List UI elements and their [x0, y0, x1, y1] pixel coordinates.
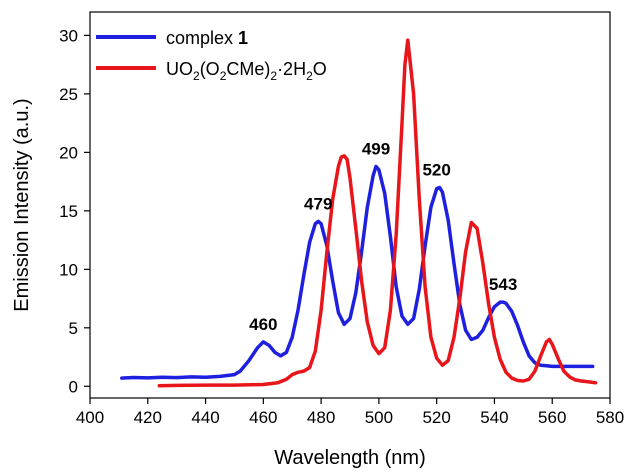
- y-axis-ticks: 0 5 10 15 20 25 30: [59, 26, 90, 396]
- y-tick-label: 25: [59, 85, 78, 104]
- peak-label: 479: [304, 194, 332, 213]
- y-tick-label: 5: [69, 319, 78, 338]
- plot-area: [89, 11, 611, 399]
- x-axis-title: Wavelength (nm): [274, 447, 426, 469]
- y-tick-label: 30: [59, 26, 78, 45]
- peak-label: 543: [489, 275, 517, 294]
- x-tick-label: 400: [76, 408, 104, 427]
- series-line-2: [157, 38, 598, 388]
- x-tick-label: 540: [480, 408, 508, 427]
- plot-frame: [89, 11, 611, 399]
- y-tick-label: 10: [59, 260, 78, 279]
- x-tick-label: 520: [422, 408, 450, 427]
- x-tick-label: 420: [134, 408, 162, 427]
- peak-label: 520: [422, 160, 450, 179]
- x-tick-label: 460: [249, 408, 277, 427]
- x-tick-label: 580: [596, 408, 624, 427]
- legend-label-uranyl-acetate: UO2(O2CMe)2·2H2O: [166, 59, 327, 83]
- x-tick-label: 500: [365, 408, 393, 427]
- legend: complex 1 UO2(O2CMe)2·2H2O: [96, 28, 327, 83]
- peak-label: 499: [362, 139, 390, 158]
- x-tick-label: 560: [538, 408, 566, 427]
- x-axis-ticks: 400 420 440 460 480 500 520 540 560 580: [76, 398, 624, 427]
- y-tick-label: 0: [69, 377, 78, 396]
- series-group: [120, 38, 598, 388]
- x-tick-label: 440: [191, 408, 219, 427]
- y-axis-title: Emission Intensity (a.u.): [11, 98, 33, 311]
- y-tick-label: 20: [59, 143, 78, 162]
- series-line-1: [120, 164, 595, 380]
- x-tick-label: 480: [307, 408, 335, 427]
- peak-label: 460: [249, 315, 277, 334]
- peak-annotations: 460 479 499 520 543: [249, 139, 517, 333]
- legend-label-complex-1: complex 1: [166, 28, 248, 48]
- y-tick-label: 15: [59, 202, 78, 221]
